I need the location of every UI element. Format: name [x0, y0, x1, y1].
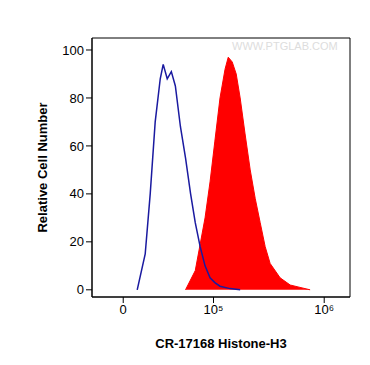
svg-text:0: 0 [120, 302, 127, 317]
svg-text:100: 100 [62, 43, 84, 58]
svg-text:20: 20 [70, 234, 84, 249]
svg-text:10⁵: 10⁵ [204, 302, 224, 317]
svg-text:40: 40 [70, 186, 84, 201]
svg-text:Relative Cell Number: Relative Cell Number [35, 102, 50, 232]
svg-text:0: 0 [77, 282, 84, 297]
svg-text:60: 60 [70, 139, 84, 154]
svg-text:CR-17168 Histone-H3: CR-17168 Histone-H3 [155, 336, 287, 351]
html-text:WWW.PTGLAB.COM: WWW.PTGLAB.COM [232, 40, 338, 52]
svg-text:80: 80 [70, 91, 84, 106]
svg-text:10⁶: 10⁶ [314, 302, 334, 317]
